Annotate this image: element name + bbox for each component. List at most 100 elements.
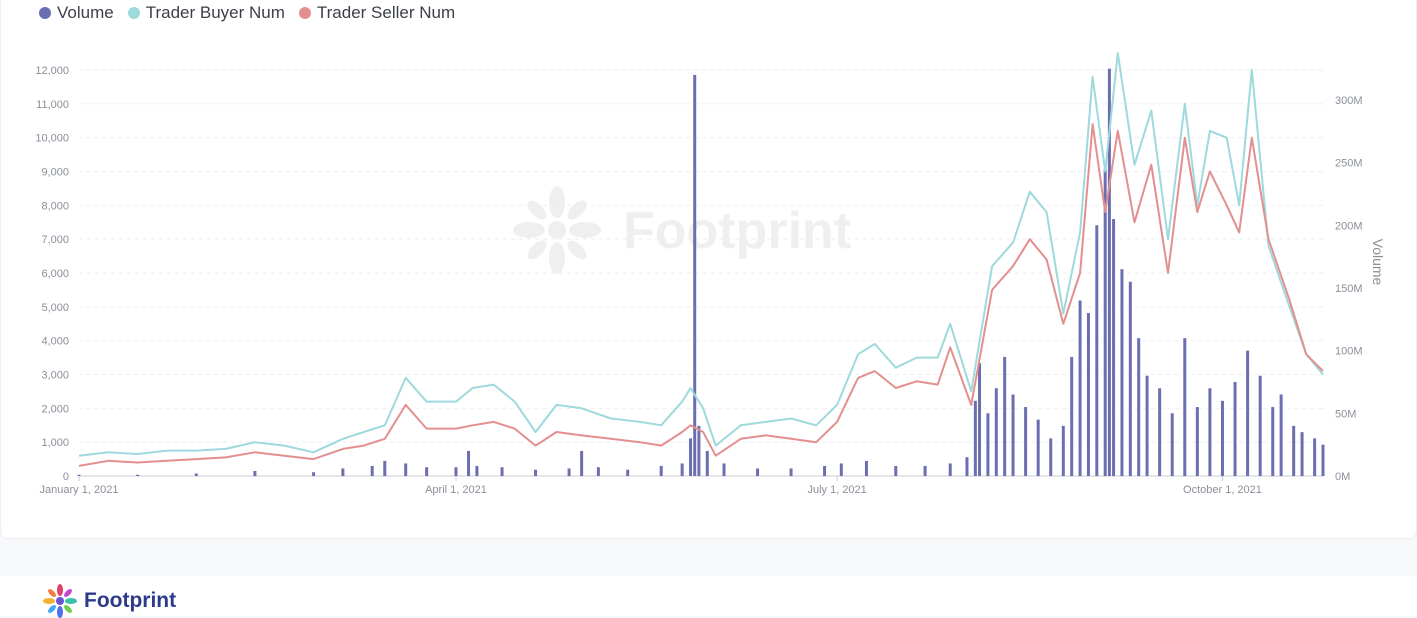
y-left-tick-label: 2,000 (41, 403, 69, 415)
volume-bar (1321, 444, 1325, 476)
volume-bar (1003, 356, 1007, 476)
volume-bar (404, 463, 408, 476)
footer-logo[interactable]: Footprint (40, 584, 176, 618)
volume-bar (994, 388, 998, 476)
volume-bar (194, 473, 198, 476)
volume-bar (705, 450, 709, 476)
x-tick-label: October 1, 2021 (1183, 484, 1262, 496)
watermark-logo-icon (513, 186, 601, 274)
chart-card: Volume Trader Buyer Num Trader Seller Nu… (0, 0, 1417, 539)
volume-bar (680, 463, 684, 476)
volume-bar (383, 460, 387, 476)
volume-bar (1128, 281, 1132, 476)
volume-bar (693, 74, 697, 476)
y-right-tick-label: 0M (1335, 471, 1350, 483)
volume-bar (567, 468, 571, 476)
volume-bar (1208, 388, 1212, 476)
legend-label-buyer: Trader Buyer Num (145, 3, 285, 22)
y-axis-right: 0M 50M 100M 150M 200M 250M 300M (1335, 95, 1363, 483)
volume-bar (1246, 350, 1250, 476)
volume-bar (1300, 432, 1304, 476)
footer: Footprint (0, 576, 1417, 618)
seller-line (78, 123, 1324, 467)
volume-bar (823, 465, 827, 476)
y-right-tick-label: 200M (1335, 220, 1363, 232)
volume-bar (978, 363, 982, 476)
volume-bar (1233, 382, 1237, 476)
volume-bar (253, 470, 257, 476)
buyer-line (78, 52, 1324, 457)
volume-bar (1292, 425, 1296, 476)
volume-bar (864, 460, 868, 476)
volume-bar (1086, 313, 1090, 476)
legend-item-buyer[interactable]: Trader Buyer Num (127, 3, 285, 23)
volume-bar (1258, 375, 1262, 476)
volume-bar (986, 413, 990, 476)
legend-item-seller[interactable]: Trader Seller Num (298, 3, 455, 23)
legend-item-volume[interactable]: Volume (39, 3, 114, 23)
volume-bar (77, 474, 81, 476)
volume-bar (973, 400, 977, 476)
volume-bar (965, 457, 969, 476)
volume-bar (1095, 225, 1099, 476)
volume-bar (1120, 269, 1124, 476)
y-left-tick-label: 0 (63, 471, 69, 483)
volume-bar (1158, 388, 1162, 476)
footer-brand: Footprint (84, 589, 177, 612)
volume-bar (370, 465, 374, 476)
volume-bar (948, 463, 952, 476)
volume-bar (1107, 68, 1111, 477)
y-right-tick-label: 300M (1335, 95, 1363, 107)
y-right-tick-label: 50M (1335, 408, 1356, 420)
y-left-tick-label: 10,000 (35, 133, 69, 145)
volume-bar (1011, 394, 1015, 476)
x-axis: January 1, 2021 April 1, 2021 July 1, 2021… (40, 476, 1262, 496)
volume-bar (1183, 338, 1187, 476)
legend-dot-seller (298, 7, 311, 19)
volume-bar (894, 465, 898, 476)
y-left-tick-label: 9,000 (41, 167, 69, 179)
volume-bar (1036, 419, 1040, 476)
volume-bar (475, 465, 479, 476)
volume-bar (1070, 356, 1074, 476)
volume-bar (312, 472, 316, 476)
watermark: Footprint (513, 186, 851, 274)
volume-bar (1271, 407, 1275, 476)
volume-bar (789, 468, 793, 476)
y-left-tick-label: 6,000 (41, 268, 69, 280)
volume-bar (580, 450, 584, 476)
volume-bar (1061, 425, 1065, 476)
y-right-tick-label: 100M (1335, 346, 1363, 358)
x-tick-label: January 1, 2021 (40, 484, 119, 496)
volume-bar (1137, 338, 1141, 476)
y-left-tick-label: 3,000 (41, 370, 69, 382)
volume-bar (756, 468, 760, 476)
volume-bar (1220, 400, 1224, 476)
volume-bar (923, 465, 927, 476)
volume-bar (626, 469, 630, 476)
volume-bar (839, 463, 843, 476)
volume-bar (1313, 438, 1317, 476)
footprint-logo-icon (43, 584, 77, 618)
x-tick-label: April 1, 2021 (425, 484, 487, 496)
volume-bar (1145, 375, 1149, 476)
volume-bars (77, 68, 1325, 477)
y-left-tick-label: 4,000 (41, 336, 69, 348)
volume-bar (689, 438, 693, 476)
volume-bar (596, 467, 600, 476)
volume-bar (425, 467, 429, 476)
y-left-tick-label: 12,000 (35, 65, 69, 77)
x-tick-label: July 1, 2021 (807, 484, 866, 496)
volume-bar (1049, 438, 1053, 476)
y-left-tick-label: 1,000 (41, 437, 69, 449)
volume-bar (1279, 394, 1283, 476)
y-left-tick-label: 7,000 (41, 234, 69, 246)
volume-bar (1078, 300, 1082, 476)
legend: Volume Trader Buyer Num Trader Seller Nu… (39, 2, 455, 24)
grid (79, 69, 1323, 477)
y-left-tick-label: 11,000 (36, 99, 69, 111)
legend-label-volume: Volume (57, 3, 114, 22)
watermark-text: Footprint (623, 202, 851, 260)
volume-bar (722, 463, 726, 476)
legend-dot-buyer (127, 7, 140, 19)
